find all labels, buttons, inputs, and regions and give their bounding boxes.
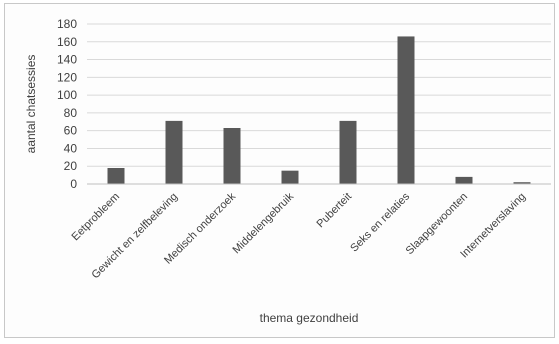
x-tick-label: Internetverslaving: [458, 191, 528, 261]
chart-frame: 0 20 40 60 80 100 120 140 160 180 Eetprobleem Gewi…: [4, 3, 555, 338]
y-tick-label: 40: [64, 141, 78, 155]
x-tick-label: Puberteit: [315, 191, 355, 231]
bar: [339, 120, 357, 184]
x-axis-label: thema gezondheid: [260, 311, 359, 325]
bar-chart: 0 20 40 60 80 100 120 140 160 180 EetprobleemGewi…: [24, 17, 551, 325]
bar: [397, 36, 415, 184]
bar: [513, 182, 531, 184]
y-tick-label: 100: [57, 88, 77, 102]
y-tick-label: 60: [64, 124, 78, 138]
bar: [281, 170, 299, 184]
y-axis-ticks: 0 20 40 60 80 100 120 140 160 180: [57, 17, 77, 191]
y-tick-label: 0: [70, 177, 77, 191]
y-tick-label: 140: [57, 53, 77, 67]
y-tick-label: 120: [57, 70, 77, 84]
bar: [455, 176, 473, 184]
y-axis-label: aantal chatsessies: [24, 55, 38, 154]
bar: [107, 168, 125, 184]
x-tick-label: Eetprobleem: [70, 191, 123, 244]
gridlines: [87, 23, 551, 167]
y-tick-label: 160: [57, 35, 77, 49]
x-tick-label: Slaapgewoonten: [404, 191, 470, 257]
bars: [107, 36, 531, 184]
y-tick-label: 180: [57, 17, 77, 31]
y-tick-label: 80: [64, 106, 78, 120]
x-tick-label: Middelengebruik: [231, 190, 297, 256]
y-tick-label: 20: [64, 159, 78, 173]
x-tick-label: Seks en relaties: [348, 190, 412, 254]
bar: [223, 128, 241, 184]
bar: [165, 120, 183, 184]
